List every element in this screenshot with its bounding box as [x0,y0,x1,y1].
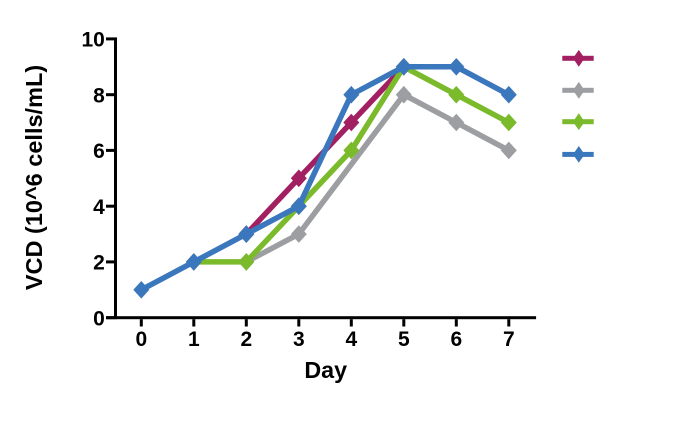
svg-text:8: 8 [93,84,105,107]
svg-text:2: 2 [93,252,105,275]
svg-text:10: 10 [81,29,104,52]
svg-text:4: 4 [93,196,105,219]
svg-text:4: 4 [345,328,357,351]
svg-text:1: 1 [188,328,200,351]
svg-text:0: 0 [135,328,147,351]
svg-text:3: 3 [293,328,305,351]
svg-text:VCD (10^6 cells/mL): VCD (10^6 cells/mL) [21,65,47,290]
svg-text:5: 5 [398,328,410,351]
svg-text:0: 0 [93,307,105,330]
svg-text:6: 6 [93,140,105,163]
svg-text:6: 6 [450,328,462,351]
svg-text:7: 7 [503,328,515,351]
svg-text:Day: Day [304,357,347,383]
svg-text:2: 2 [240,328,252,351]
